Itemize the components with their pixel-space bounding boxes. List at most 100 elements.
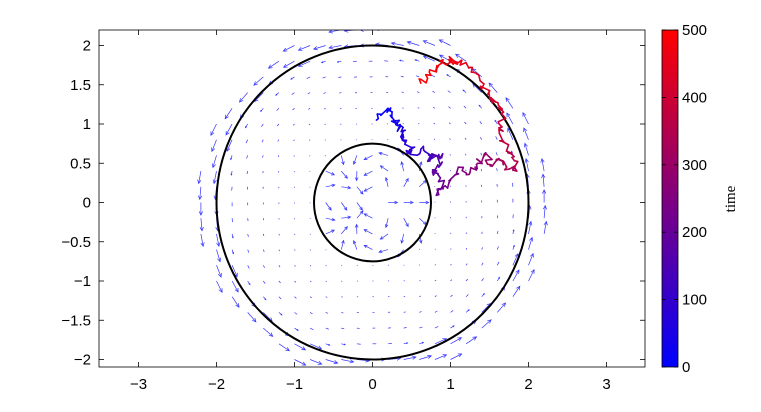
vector-arrowhead [363, 213, 368, 217]
vector-arrowhead [530, 269, 535, 274]
vector-arrowhead [488, 82, 493, 88]
colorbar-tick-label: 100 [682, 292, 707, 309]
vector-arrow [323, 92, 326, 94]
vector-arrow [213, 171, 217, 184]
vector-arrow [419, 326, 423, 329]
vector-arrowhead [341, 239, 345, 244]
trajectory-segment [408, 146, 416, 151]
vector-arrowhead [328, 30, 333, 34]
vector-arrow [293, 155, 295, 157]
trajectory-segment [497, 117, 507, 123]
vector-arrow [418, 123, 420, 125]
trajectory-segment [395, 119, 401, 126]
vector-arrow [309, 155, 311, 157]
vector-arrow [417, 107, 420, 109]
colorbar-ticks: 0 100 200 300 400 500 [662, 22, 707, 376]
vector-arrow [450, 294, 453, 297]
vector-arrow [247, 233, 249, 237]
vector-arrow [309, 296, 313, 299]
vector-arrowhead [343, 206, 348, 211]
vector-arrowhead [231, 236, 234, 239]
vector-arrow [323, 107, 326, 110]
vector-arrow [528, 221, 532, 234]
x-tick-label: 0 [368, 376, 376, 393]
vector-arrow [353, 240, 358, 250]
vector-arrowhead [343, 30, 349, 33]
vector-arrow [262, 265, 265, 268]
vector-arrow [325, 229, 335, 235]
vector-arrow [419, 248, 421, 250]
vector-arrowhead [528, 220, 533, 226]
vector-arrow [293, 139, 295, 142]
vector-arrow [294, 280, 297, 283]
vector-arrow [434, 248, 436, 250]
vector-arrow [247, 265, 250, 269]
vector-arrowhead [394, 30, 395, 31]
vector-arrow [231, 280, 239, 293]
vector-arrow [325, 265, 327, 267]
vector-arrow [216, 280, 223, 293]
vector-arrow [216, 265, 222, 278]
vector-arrow [226, 139, 233, 152]
vector-arrow [385, 177, 389, 187]
trajectory-segment [497, 104, 504, 110]
trajectory-segment [418, 78, 422, 84]
vector-arrowhead [457, 353, 463, 358]
vector-arrow [309, 249, 311, 251]
vector-arrow [200, 233, 204, 247]
vector-arrow [434, 354, 447, 360]
vector-arrow [465, 294, 469, 297]
vector-arrowhead [296, 328, 299, 331]
vector-arrowhead [379, 165, 384, 169]
vector-arrowhead [328, 343, 331, 346]
vector-arrowhead [344, 174, 348, 179]
vector-arrow [325, 249, 327, 251]
vector-arrow [341, 202, 348, 211]
vector-arrow [262, 171, 264, 174]
trajectory-segment [491, 160, 497, 168]
vector-arrowhead [363, 188, 368, 192]
vector-arrow [505, 97, 514, 109]
vector-arrowhead [409, 200, 414, 205]
vector-arrow [480, 153, 483, 156]
vector-arrowhead [384, 224, 389, 229]
vector-arrowhead [347, 215, 352, 220]
vector-arrow [262, 249, 265, 252]
vector-arrow [419, 264, 421, 266]
colorbar-frame [661, 29, 679, 368]
vector-arrow [450, 353, 462, 360]
vector-arrow [528, 253, 534, 266]
y-tick-label: 0.5 [70, 155, 91, 172]
vector-arrow [278, 296, 282, 300]
vector-arrow [400, 75, 404, 78]
vector-arrow [246, 155, 249, 159]
vector-arrow [418, 233, 422, 244]
vector-arrow [542, 174, 545, 187]
vector-arrow [496, 168, 498, 172]
vector-arrowhead [285, 347, 290, 352]
trajectory-segment [484, 158, 493, 162]
vector-arrow [388, 374, 400, 375]
vector-arrow [324, 123, 326, 125]
vector-arrow [262, 155, 264, 158]
vector-arrow [325, 312, 329, 314]
vector-arrow [324, 155, 326, 157]
colorbar-tick-label: 500 [682, 22, 707, 39]
vector-field [197, 30, 548, 375]
vector-arrowhead [217, 272, 222, 278]
vector-arrow [448, 106, 451, 109]
vector-arrow [212, 155, 217, 168]
trajectory-segment [455, 166, 460, 175]
vector-arrow [385, 218, 389, 228]
vector-arrow [294, 359, 306, 366]
vector-arrow [496, 261, 500, 266]
vector-arrowhead [394, 200, 399, 205]
vector-arrowhead [320, 61, 324, 64]
vector-arrowhead [354, 223, 359, 228]
vector-arrow [439, 39, 451, 46]
vector-arrow [497, 302, 506, 313]
vector-arrow [465, 336, 477, 345]
trajectory-segment [390, 119, 401, 122]
vector-arrowhead [343, 343, 347, 346]
vector-arrow [449, 138, 451, 140]
